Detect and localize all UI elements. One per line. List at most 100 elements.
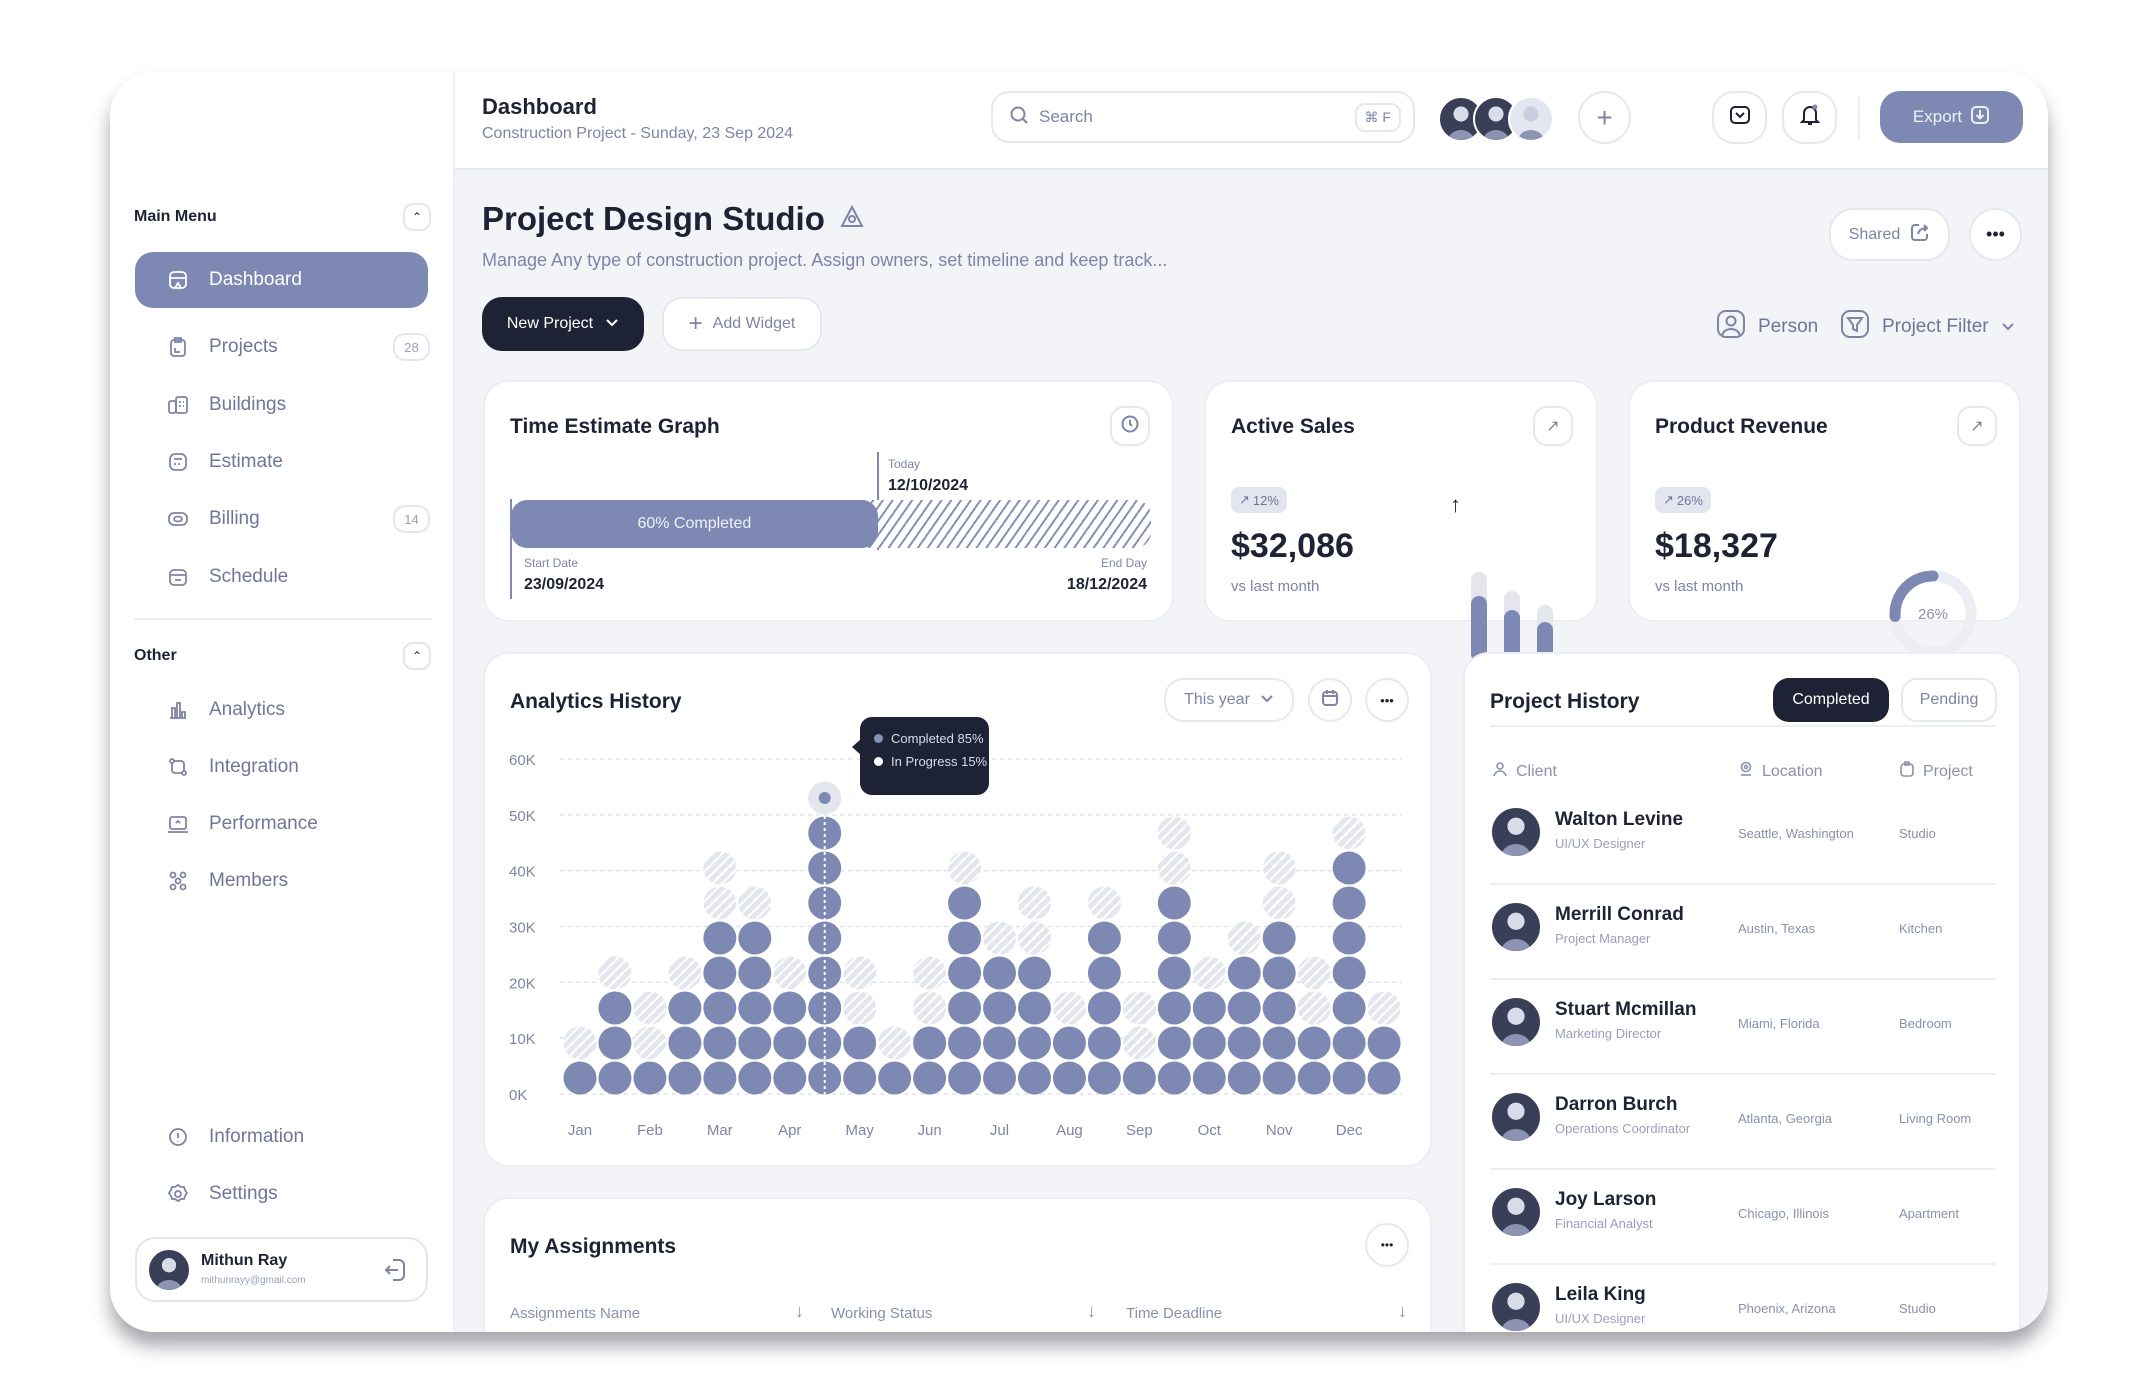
column-header[interactable]: Working Status [831, 1305, 933, 1322]
in-progress-dot[interactable] [563, 1026, 597, 1060]
in-progress-dot[interactable] [983, 921, 1017, 955]
completed-dot[interactable] [1262, 991, 1296, 1025]
in-progress-dot[interactable] [1157, 851, 1191, 885]
in-progress-dot[interactable] [913, 991, 947, 1025]
completed-dot[interactable] [1332, 1061, 1366, 1095]
completed-dot[interactable] [738, 991, 772, 1025]
open-active-sales-button[interactable]: ↗ [1533, 406, 1573, 446]
mail-button[interactable] [1712, 91, 1767, 144]
in-progress-dot[interactable] [1297, 956, 1331, 990]
completed-dot[interactable] [948, 1061, 982, 1095]
completed-dot[interactable] [1192, 991, 1226, 1025]
completed-dot[interactable] [808, 816, 842, 850]
completed-dot[interactable] [738, 956, 772, 990]
completed-dot[interactable] [1087, 1026, 1121, 1060]
completed-dot[interactable] [1332, 991, 1366, 1025]
in-progress-dot[interactable] [633, 1026, 667, 1060]
table-row[interactable]: Joy Larson Financial Analyst Chicago, Illi… [1465, 1169, 2023, 1265]
completed-dot[interactable] [1262, 956, 1296, 990]
completed-dot[interactable] [598, 991, 632, 1025]
in-progress-dot[interactable] [703, 886, 737, 920]
completed-dot[interactable] [633, 1061, 667, 1095]
table-row[interactable]: Merrill Conrad Project Manager Austin, Tex… [1465, 884, 2023, 980]
completed-dot[interactable] [1227, 1061, 1261, 1095]
completed-dot[interactable] [1052, 1026, 1086, 1060]
collapse-other-button[interactable]: ⌃ [403, 642, 431, 670]
open-product-revenue-button[interactable]: ↗ [1957, 406, 1997, 446]
logout-icon[interactable] [383, 1257, 407, 1288]
completed-dot[interactable] [1087, 991, 1121, 1025]
clock-button[interactable] [1110, 406, 1150, 446]
collapse-main-menu-button[interactable]: ⌃ [403, 203, 431, 231]
in-progress-dot[interactable] [948, 851, 982, 885]
highlight-dot[interactable] [818, 792, 831, 804]
range-dropdown[interactable]: This year [1164, 678, 1294, 722]
new-project-button[interactable]: New Project [482, 297, 644, 351]
completed-dot[interactable] [948, 886, 982, 920]
in-progress-dot[interactable] [598, 956, 632, 990]
completed-dot[interactable] [703, 1026, 737, 1060]
completed-dot[interactable] [983, 1026, 1017, 1060]
completed-dot[interactable] [913, 1061, 947, 1095]
completed-dot[interactable] [843, 1026, 877, 1060]
table-row[interactable]: Walton Levine UI/UX Designer Seattle, Wash… [1465, 789, 2023, 885]
shared-button[interactable]: Shared [1829, 208, 1950, 261]
completed-dot[interactable] [1157, 956, 1191, 990]
completed-dot[interactable] [1227, 1026, 1261, 1060]
in-progress-dot[interactable] [1297, 991, 1331, 1025]
in-progress-dot[interactable] [1122, 991, 1156, 1025]
completed-dot[interactable] [738, 1026, 772, 1060]
completed-dot[interactable] [738, 921, 772, 955]
project-filter-dropdown[interactable]: Project Filter [1840, 309, 2015, 345]
completed-dot[interactable] [1262, 921, 1296, 955]
completed-dot[interactable] [1052, 1061, 1086, 1095]
completed-dot[interactable] [1157, 921, 1191, 955]
completed-dot[interactable] [1332, 886, 1366, 920]
completed-dot[interactable] [1227, 956, 1261, 990]
completed-dot[interactable] [1087, 921, 1121, 955]
table-row[interactable]: Darron Burch Operations Coordinator Atlant… [1465, 1074, 2023, 1170]
completed-dot[interactable] [773, 991, 807, 1025]
notifications-button[interactable] [1782, 91, 1837, 144]
in-progress-dot[interactable] [1192, 956, 1226, 990]
completed-dot[interactable] [1227, 991, 1261, 1025]
sidebar-item-settings[interactable]: Settings [135, 1170, 428, 1218]
table-row[interactable]: Stuart Mcmillan Marketing Director Miami, … [1465, 979, 2023, 1075]
completed-dot[interactable] [1332, 851, 1366, 885]
completed-dot[interactable] [1157, 886, 1191, 920]
in-progress-dot[interactable] [738, 886, 772, 920]
completed-dot[interactable] [1367, 1026, 1401, 1060]
completed-dot[interactable] [948, 1026, 982, 1060]
in-progress-dot[interactable] [1122, 1026, 1156, 1060]
more-options-button[interactable]: ••• [1969, 208, 2022, 261]
completed-dot[interactable] [948, 991, 982, 1025]
completed-dot[interactable] [1192, 1061, 1226, 1095]
person-filter[interactable]: Person [1716, 309, 1818, 345]
completed-dot[interactable] [1192, 1026, 1226, 1060]
sidebar-item-information[interactable]: Information [135, 1113, 428, 1161]
add-member-button[interactable]: + [1578, 91, 1631, 144]
in-progress-dot[interactable] [1262, 886, 1296, 920]
sidebar-item-integration[interactable]: Integration [135, 743, 428, 791]
completed-dot[interactable] [1262, 1061, 1296, 1095]
completed-dot[interactable] [1297, 1061, 1331, 1095]
in-progress-dot[interactable] [773, 956, 807, 990]
completed-dot[interactable] [948, 921, 982, 955]
completed-dot[interactable] [1367, 1061, 1401, 1095]
in-progress-dot[interactable] [843, 956, 877, 990]
team-avatar[interactable] [1508, 96, 1554, 142]
completed-dot[interactable] [913, 1026, 947, 1060]
in-progress-dot[interactable] [1227, 921, 1261, 955]
completed-dot[interactable] [668, 1026, 702, 1060]
completed-dot[interactable] [598, 1026, 632, 1060]
completed-dot[interactable] [1122, 1061, 1156, 1095]
completed-dot[interactable] [773, 1026, 807, 1060]
completed-dot[interactable] [1087, 956, 1121, 990]
sidebar-item-buildings[interactable]: Buildings [135, 381, 428, 429]
completed-dot[interactable] [843, 1061, 877, 1095]
sort-arrow-icon[interactable]: ↓ [1398, 1301, 1407, 1321]
completed-dot[interactable] [668, 1061, 702, 1095]
completed-dot[interactable] [1017, 1026, 1051, 1060]
column-header[interactable]: Assignments Name [510, 1305, 641, 1322]
completed-dot[interactable] [1087, 1061, 1121, 1095]
